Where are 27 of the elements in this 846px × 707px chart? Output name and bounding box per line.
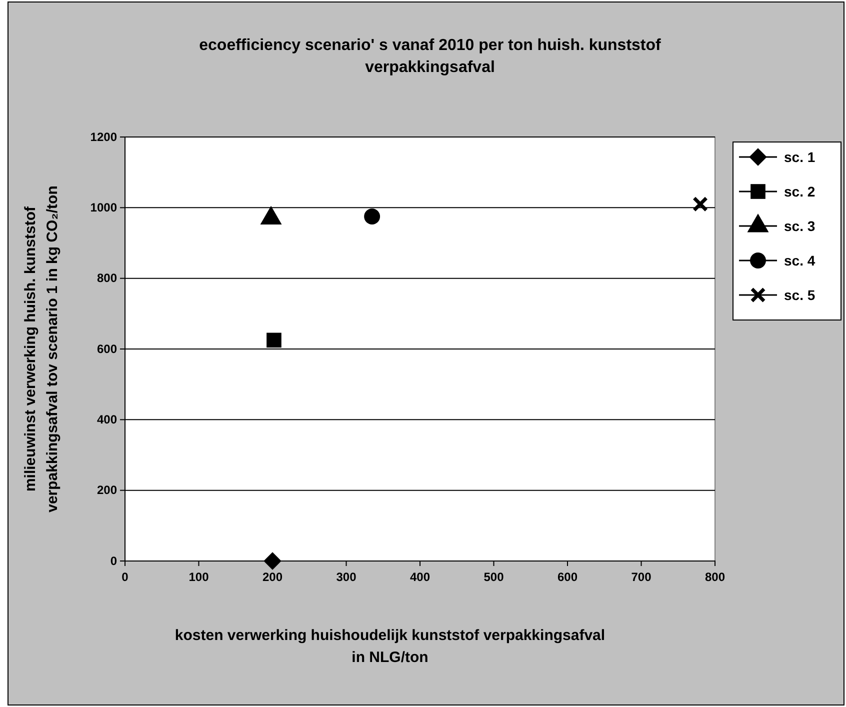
chart-title: ecoefficiency scenario' s vanaf 2010 per ton huish. kunststof verpakkingsafval [199, 37, 662, 76]
y-tick-label: 1200 [90, 130, 118, 144]
x-tick-label: 0 [122, 570, 129, 584]
x-tick-label: 600 [557, 570, 578, 584]
point [364, 208, 380, 224]
point [264, 552, 282, 570]
x-tick-label: 100 [188, 570, 210, 584]
point [692, 196, 708, 212]
point [266, 332, 282, 348]
y-tick-label: 1000 [90, 200, 118, 215]
y-tick-label: 200 [96, 483, 118, 498]
x-axis-title: kosten verwerking huishoudelijk kunststof verpakkingsafval in NLG/ton [174, 627, 606, 666]
legend-label: sc. 2 [784, 184, 816, 200]
x-tick-label: 500 [484, 570, 504, 584]
legend-label: sc. 4 [784, 252, 816, 268]
x-tick-label: 200 [262, 570, 283, 584]
y-tick-label: 600 [96, 342, 118, 356]
y-tick-label: 0 [110, 554, 118, 568]
x-tick-label: 300 [336, 570, 357, 584]
legend-label: sc. 5 [784, 287, 816, 303]
legend-label: sc. 3 [784, 218, 816, 234]
y-tick-label: 800 [96, 271, 118, 286]
x-tick-label: 700 [631, 570, 652, 584]
x-tick-label: 400 [410, 570, 430, 584]
y-tick-label: 400 [96, 412, 118, 427]
x-tick-label: 800 [704, 570, 726, 584]
legend-label: sc. 1 [784, 149, 816, 165]
